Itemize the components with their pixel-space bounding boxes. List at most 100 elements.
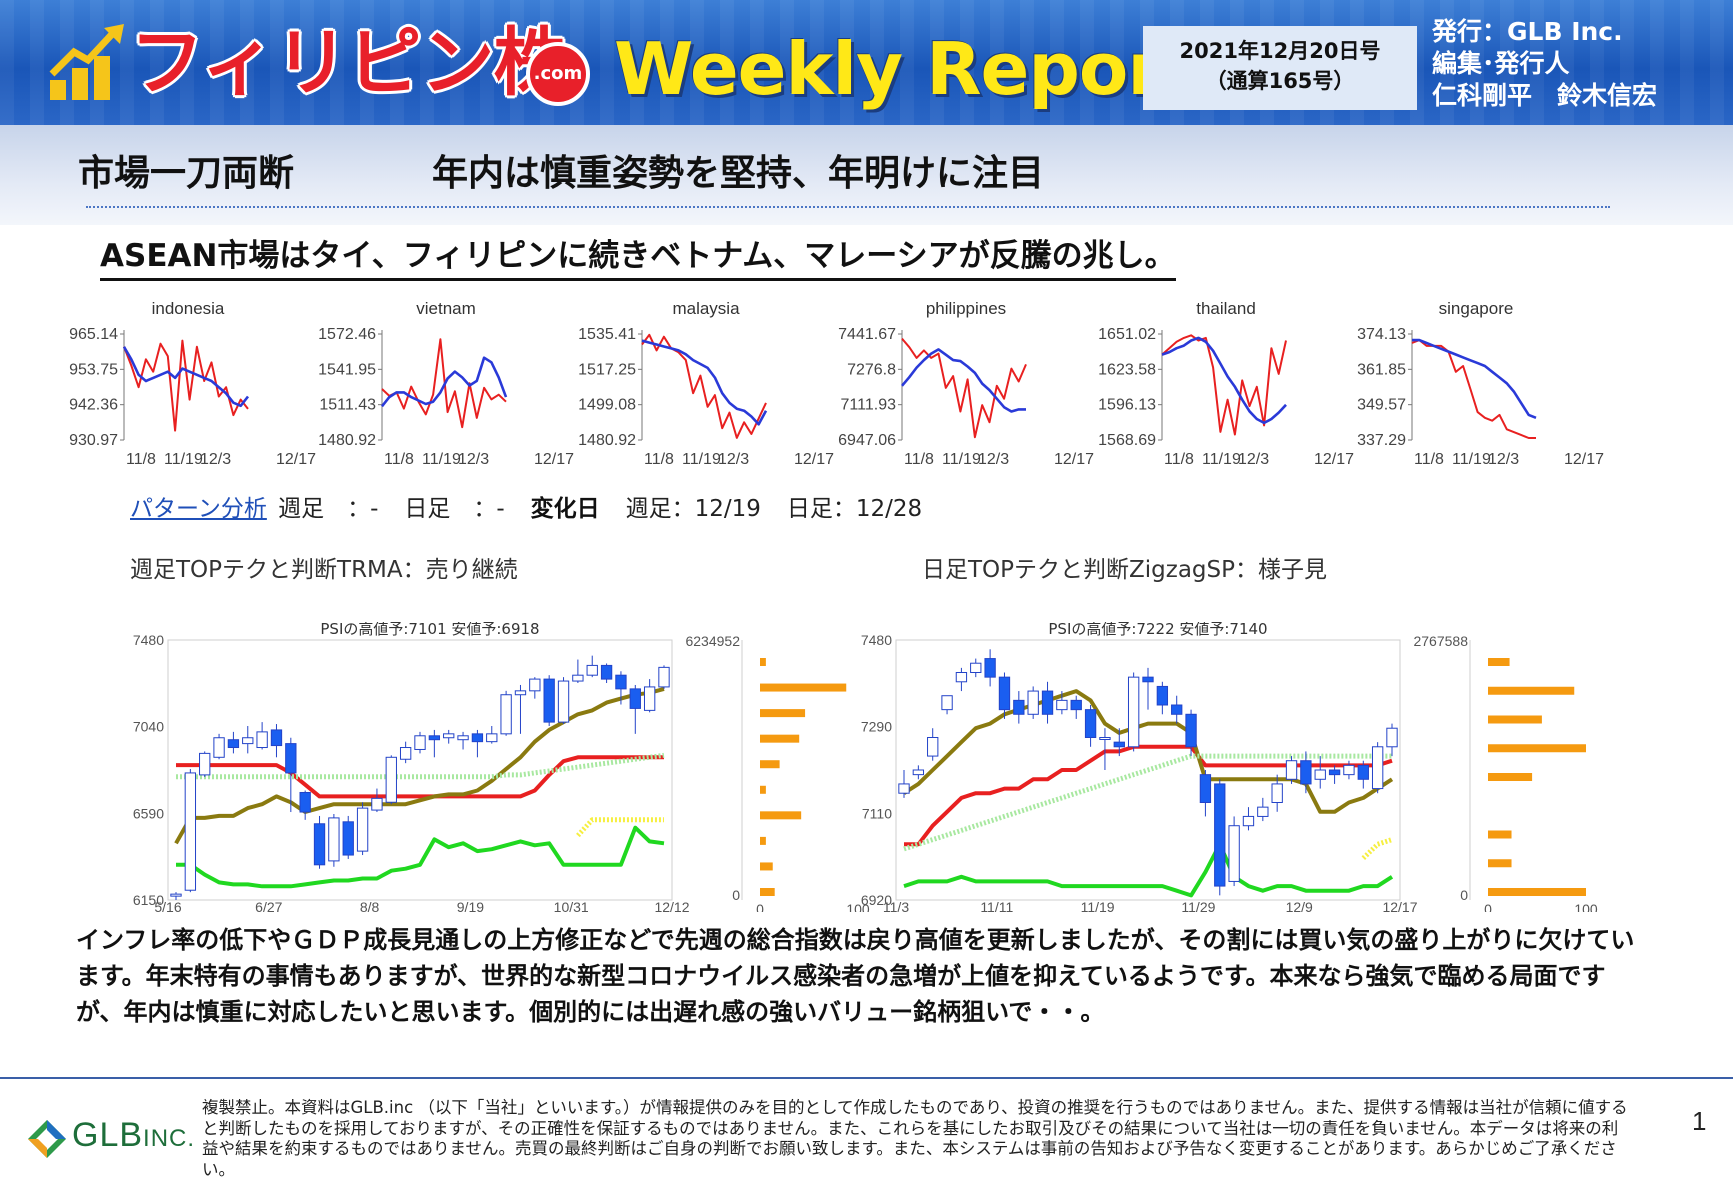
x-tick-label: 10/31 <box>554 899 589 912</box>
index-line <box>381 338 507 429</box>
candle-up <box>955 672 968 683</box>
mini-chart-thailand: thailand 1651.02 1623.58 1596.13 1568.69 11/8… <box>1098 292 1368 482</box>
plot-frame <box>167 639 673 901</box>
indicator-line <box>902 689 1394 814</box>
weekly-candlestick-chart: PSIの高値予:7101 安値予:6918 7480 7040 6590 6150 5/1… <box>130 620 870 917</box>
indicator-line <box>576 817 664 838</box>
x-tick-label: 11/19 <box>422 451 461 468</box>
volume-bar <box>760 734 800 743</box>
candle-down <box>227 739 240 749</box>
x-tick-label: 11/8 <box>904 451 934 468</box>
x-tick-label: 5/16 <box>154 899 181 912</box>
volume-bar <box>760 658 766 666</box>
volume-axis-max: 2767588 <box>1413 633 1468 649</box>
index-line <box>1161 334 1287 436</box>
volume-bar <box>1488 686 1575 695</box>
volume-bar <box>760 683 847 692</box>
candle-up <box>184 772 197 891</box>
x-tick-label: 6/27 <box>255 899 282 912</box>
x-tick-label: 11/19 <box>1452 451 1491 468</box>
x-tick-label: 11/19 <box>1081 899 1115 912</box>
volume-axis-zero: 0 <box>1460 887 1468 903</box>
average-line <box>1161 336 1287 425</box>
candle-up <box>1056 699 1068 711</box>
volume-bar <box>760 888 775 896</box>
x-tick-label: 11/19 <box>164 451 203 468</box>
volume-bar <box>760 862 773 871</box>
indicator-line <box>174 686 665 845</box>
publisher-line-3: 仁科剛平 鈴木信宏 <box>1432 81 1658 110</box>
x-tick-label: 12/3 <box>200 451 231 468</box>
indicator-line <box>903 842 1394 898</box>
y-tick-label: 1568.69 <box>1098 432 1156 449</box>
volume-bar <box>1488 715 1542 724</box>
indicator-line <box>176 755 664 799</box>
chart-title: singapore <box>1439 299 1514 318</box>
headline-divider <box>86 206 1610 208</box>
volume-scale-max: 100 <box>1574 901 1598 912</box>
x-tick-label: 11/19 <box>682 451 721 468</box>
chart-title: thailand <box>1196 299 1256 318</box>
volume-bar <box>1488 658 1510 666</box>
average-line <box>1412 338 1537 420</box>
y-tick-label: 6920 <box>861 892 892 908</box>
glb-logo-main: GLB <box>72 1116 144 1154</box>
publisher-info: 発行：GLB Inc. 編集･発行人 仁科剛平 鈴木信宏 <box>1432 16 1657 112</box>
pattern-daily: 日足 ：- <box>404 496 505 522</box>
weekly-tech-label: 週足TOPテクと判断TRMA：売り継続 <box>130 557 518 583</box>
y-tick-label: 1499.08 <box>578 397 636 414</box>
candle-down <box>1156 685 1169 706</box>
candle-up <box>927 737 939 757</box>
issue-box: 2021年12月20日号 （通算165号） <box>1143 26 1417 110</box>
candle-up <box>414 735 426 750</box>
x-tick-label: 12/17 <box>276 451 316 468</box>
candle-up <box>572 674 584 682</box>
daily-candlestick-chart: PSIの高値予:7222 安値予:7140 7480 7290 7110 6920 11/… <box>858 620 1598 917</box>
x-tick-label: 8/8 <box>360 899 380 912</box>
x-tick-label: 11/3 <box>883 899 909 912</box>
mini-chart-malaysia: malaysia 1535.41 1517.25 1499.08 1480.92 11/8… <box>578 292 848 482</box>
candle-down <box>1199 774 1212 803</box>
candle-up <box>557 680 570 723</box>
y-tick-label: 953.75 <box>69 361 118 378</box>
candle-up <box>500 694 512 735</box>
x-tick-label: 11/19 <box>1202 451 1241 468</box>
candle-up <box>1127 676 1140 748</box>
headline-section: 市場一刀両断 <box>78 153 295 194</box>
y-tick-label: 374.13 <box>1357 326 1406 343</box>
mini-chart-philippines: philippines 7441.67 7276.8 7111.93 6947.06 11… <box>838 292 1108 482</box>
plot-frame <box>895 639 1401 901</box>
candle-up <box>443 733 455 739</box>
volume-scale-min: 0 <box>756 901 764 912</box>
candle-down <box>1041 690 1054 715</box>
change-day-weekly: 週足：12/19 <box>625 496 761 522</box>
candle-up <box>941 695 953 711</box>
candle-up <box>586 664 598 676</box>
glb-logo-icon <box>28 1120 66 1158</box>
y-tick-label: 942.36 <box>69 397 118 414</box>
x-tick-label: 11/29 <box>1181 899 1215 912</box>
y-tick-label: 337.29 <box>1357 432 1406 449</box>
candle-down <box>299 791 311 813</box>
candle-up <box>170 893 182 897</box>
pattern-analysis-link[interactable]: パターン分析 <box>130 496 267 522</box>
index-line <box>901 337 1027 439</box>
index-line <box>123 339 249 432</box>
candle-down <box>270 729 283 747</box>
indicator-line <box>1361 837 1393 860</box>
volume-axis-max: 6234952 <box>685 633 740 649</box>
candle-up <box>1314 769 1326 780</box>
x-tick-label: 12/17 <box>1382 899 1417 912</box>
candle-up <box>514 690 527 696</box>
footer-divider <box>0 1077 1733 1079</box>
candle-down <box>1300 760 1312 785</box>
y-tick-label: 7480 <box>133 632 164 648</box>
candle-down <box>1185 713 1197 748</box>
x-tick-label: 9/19 <box>457 899 484 912</box>
candle-up <box>1343 764 1355 776</box>
candle-down <box>1084 709 1097 739</box>
issue-date: 2021年12月20日号 <box>1179 39 1381 63</box>
y-tick-label: 7276.8 <box>847 361 896 378</box>
subheadline: ASEAN市場はタイ、フィリピンに続きベトナム、マレーシアが反騰の兆し。 <box>100 236 1176 281</box>
volume-bar <box>1488 830 1512 839</box>
